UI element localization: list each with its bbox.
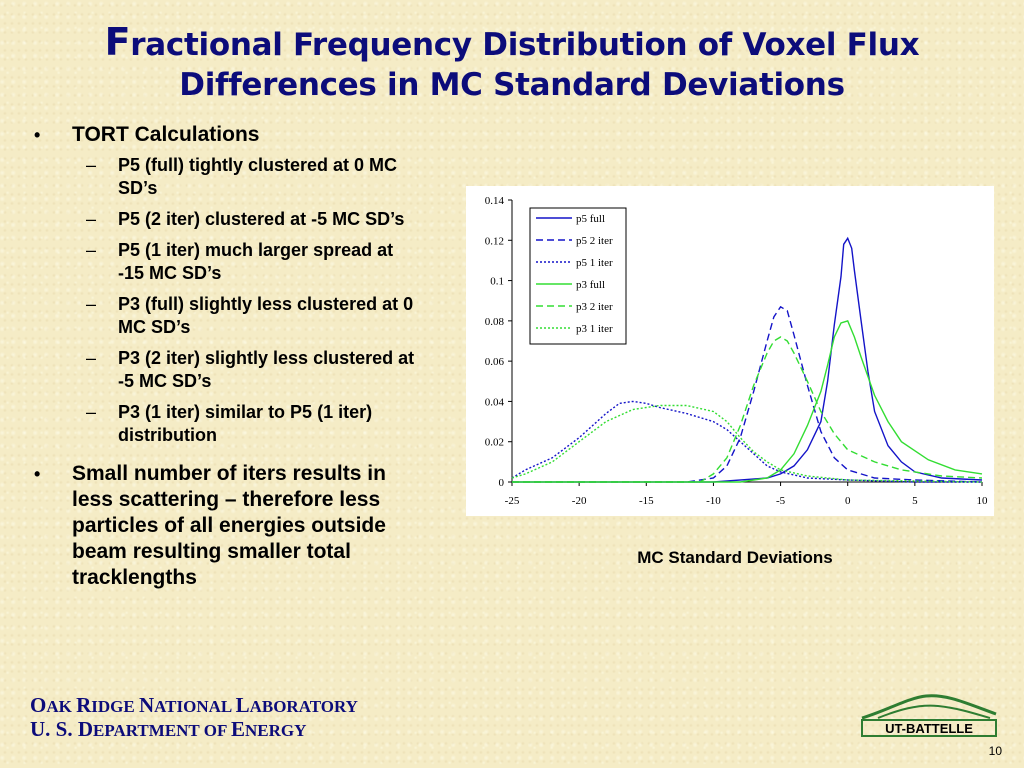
legend-label: p5 1 iter	[576, 257, 613, 269]
title-line-1-text: ractional Frequency Distribution of Voxe…	[130, 27, 920, 63]
sub-bullet-text: P3 (full) slightly less clustered at 0 M…	[118, 294, 414, 337]
sub-bullet-item: – P3 (full) slightly less clustered at 0 …	[30, 293, 430, 339]
series-line	[511, 400, 982, 483]
sub-bullet-dash: –	[86, 294, 97, 314]
series-line	[511, 404, 983, 483]
logo-text: UT-BATTELLE	[885, 721, 973, 736]
y-tick-label: 0.06	[485, 356, 505, 368]
org-letter-large: N	[138, 693, 155, 717]
organization-name: OAK RIDGE NATIONAL LABORATORY U. S. DEPA…	[30, 694, 358, 742]
legend-label: p3 1 iter	[576, 323, 613, 335]
sub-bullet-item: – P5 (full) tightly clustered at 0 MC SD’…	[30, 154, 430, 200]
x-tick-label: -25	[505, 495, 520, 507]
org-letter-large: U. S. D	[30, 717, 94, 741]
sub-bullet-text: P5 (full) tightly clustered at 0 MC SD’s	[118, 155, 398, 198]
sub-bullet-item: – P3 (2 iter) slightly less clustered at …	[30, 347, 430, 393]
sub-bullet-text: P5 (1 iter) much larger spread at -15 MC…	[118, 240, 394, 283]
org-letters-small: ABORATORY	[249, 697, 358, 716]
x-tick-label: -20	[572, 495, 587, 507]
org-line-laboratory: OAK RIDGE NATIONAL LABORATORY	[30, 694, 358, 718]
sub-bullet-text: P3 (1 iter) similar to P5 (1 iter) distr…	[118, 402, 373, 445]
series-line	[512, 336, 983, 483]
legend-label: p5 full	[576, 213, 605, 225]
org-letter-large: R	[76, 693, 92, 717]
ut-battelle-logo: UT-BATTELLE	[861, 694, 997, 737]
series-line	[512, 320, 983, 483]
legend-label: p3 2 iter	[576, 301, 613, 313]
series-line	[512, 305, 983, 483]
bullet-dot: •	[34, 464, 41, 484]
bullet-dot: •	[34, 125, 41, 145]
x-tick-label: 5	[912, 495, 918, 507]
org-letter-large: E	[230, 717, 245, 741]
org-letter-large: O	[30, 693, 47, 717]
sub-bullet-dash: –	[86, 155, 97, 175]
x-tick-label: -10	[706, 495, 721, 507]
bullet-text: TORT Calculations	[72, 123, 260, 146]
bullet-item: • Small number of iters results in less s…	[30, 461, 430, 591]
sub-bullet-dash: –	[86, 402, 97, 422]
org-letter-large: L	[235, 693, 250, 717]
chart-panel: 0 0.02 0.04 0.06 0.08 0.1 0.12 0.14 -25 -20 -15 -10…	[466, 186, 994, 516]
x-tick-label: 10	[977, 495, 989, 507]
page-number: 10	[988, 744, 1002, 758]
sub-bullet-dash: –	[86, 209, 97, 229]
org-line-department: U. S. DEPARTMENT OF ENERGY	[30, 718, 358, 742]
y-tick-label: 0.08	[485, 316, 505, 328]
org-letters-small: IDGE	[91, 697, 139, 716]
frequency-distribution-chart: 0 0.02 0.04 0.06 0.08 0.1 0.12 0.14 -25 -20 -15 -10…	[485, 195, 989, 507]
legend-label: p3 full	[576, 279, 605, 291]
y-tick-label: 0	[499, 477, 505, 489]
org-letters-small: ATIONAL	[154, 697, 236, 716]
slide-title: Fractional Frequency Distribution of Vox…	[40, 22, 984, 105]
y-tick-label: 0.12	[485, 235, 504, 247]
sub-bullet-text: P5 (2 iter) clustered at -5 MC SD’s	[118, 209, 405, 229]
y-tick-label: 0.02	[485, 437, 504, 449]
legend-box	[529, 207, 627, 345]
sub-bullet-dash: –	[86, 348, 97, 368]
legend-label: p5 2 iter	[576, 235, 613, 247]
y-tick-label: 0.14	[485, 195, 505, 207]
x-tick-label: -15	[639, 495, 654, 507]
title-line-2: Differences in MC Standard Deviations	[179, 67, 845, 103]
sub-bullet-item: – P5 (2 iter) clustered at -5 MC SD’s	[30, 208, 430, 231]
bullet-list: • TORT Calculations – P5 (full) tightly clu…	[30, 122, 430, 595]
sub-bullet-item: – P5 (1 iter) much larger spread at -15 M…	[30, 239, 430, 285]
series-line	[512, 236, 983, 483]
bullet-text: Small number of iters results in less sc…	[72, 462, 386, 589]
title-initial: F	[104, 20, 131, 64]
sub-bullet-dash: –	[86, 240, 97, 260]
org-letters-small: EPARTMENT OF	[93, 721, 231, 740]
y-tick-label: 0.1	[490, 276, 504, 288]
bullet-item: • TORT Calculations	[30, 122, 430, 148]
y-tick-label: 0.04	[485, 396, 505, 408]
sub-bullet-item: – P3 (1 iter) similar to P5 (1 iter) dist…	[30, 401, 430, 447]
title-line-1: Fractional Frequency Distribution of Vox…	[40, 22, 984, 65]
org-letters-small: NERGY	[244, 721, 307, 740]
x-tick-label: 0	[845, 495, 851, 507]
sub-bullet-text: P3 (2 iter) slightly less clustered at -…	[118, 348, 415, 391]
chart-x-caption: MC Standard Deviations	[637, 548, 833, 567]
x-tick-label: -5	[776, 495, 786, 507]
sub-bullet-list: – P5 (full) tightly clustered at 0 MC SD’…	[30, 154, 430, 447]
org-letters-small: AK	[46, 697, 77, 716]
